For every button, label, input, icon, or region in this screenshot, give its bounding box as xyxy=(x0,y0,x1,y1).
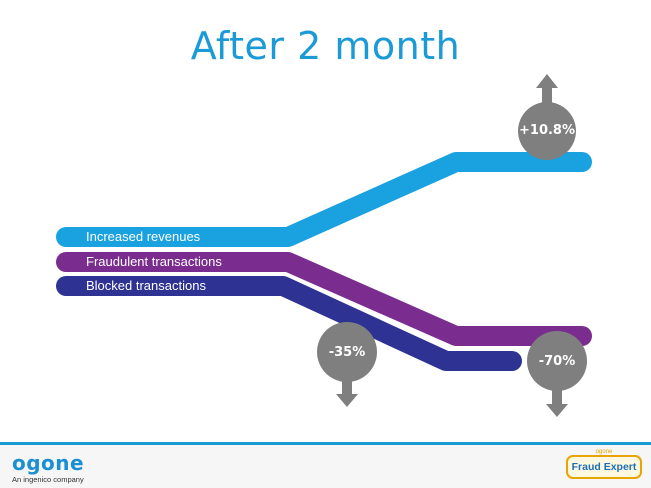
indicator-value-revenues: +10.8% xyxy=(519,123,575,138)
indicator-down-fraud xyxy=(527,331,587,417)
label-fraudulent-transactions: Fraudulent transactions xyxy=(86,254,222,269)
indicator-bubble xyxy=(518,102,576,160)
indicator-bubble xyxy=(527,331,587,391)
indicator-value-blocked: -35% xyxy=(328,345,366,360)
arrow-shaft xyxy=(542,86,552,106)
arrow-down-icon xyxy=(546,404,568,417)
ogone-logo: ogone xyxy=(12,451,85,475)
slide-title: After 2 month xyxy=(190,24,461,68)
indicator-down-blocked xyxy=(317,322,377,407)
indicator-up-revenues xyxy=(518,74,576,160)
footer: ogone An ingenico company ogone Fraud Ex… xyxy=(0,442,651,488)
indicator-bubble xyxy=(317,322,377,382)
band-increased-revenues xyxy=(56,152,592,247)
arrow-down-icon xyxy=(336,394,358,407)
badge-title: Fraud Expert xyxy=(571,461,637,473)
arrow-up-icon xyxy=(536,74,558,88)
indicator-value-fraud: -70% xyxy=(538,354,576,369)
fraud-expert-badge: ogone Fraud Expert xyxy=(566,449,642,479)
label-increased-revenues: Increased revenues xyxy=(86,229,201,244)
arrow-shaft xyxy=(552,385,562,407)
logo-tagline: An ingenico company xyxy=(12,475,84,484)
arrow-shaft xyxy=(342,375,352,397)
band-blocked-transactions xyxy=(56,276,522,371)
band-fraudulent-transactions xyxy=(56,252,592,346)
label-blocked-transactions: Blocked transactions xyxy=(86,278,206,293)
badge-brand: ogone xyxy=(595,449,613,455)
